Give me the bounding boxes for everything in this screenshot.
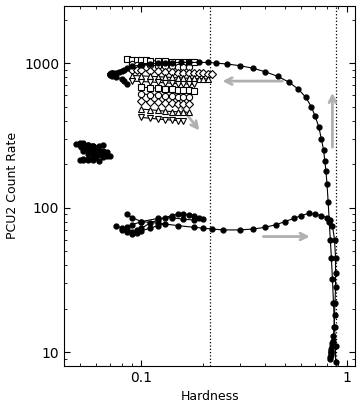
Y-axis label: PCU2 Count Rate: PCU2 Count Rate [5, 132, 18, 239]
X-axis label: Hardness: Hardness [180, 391, 239, 403]
